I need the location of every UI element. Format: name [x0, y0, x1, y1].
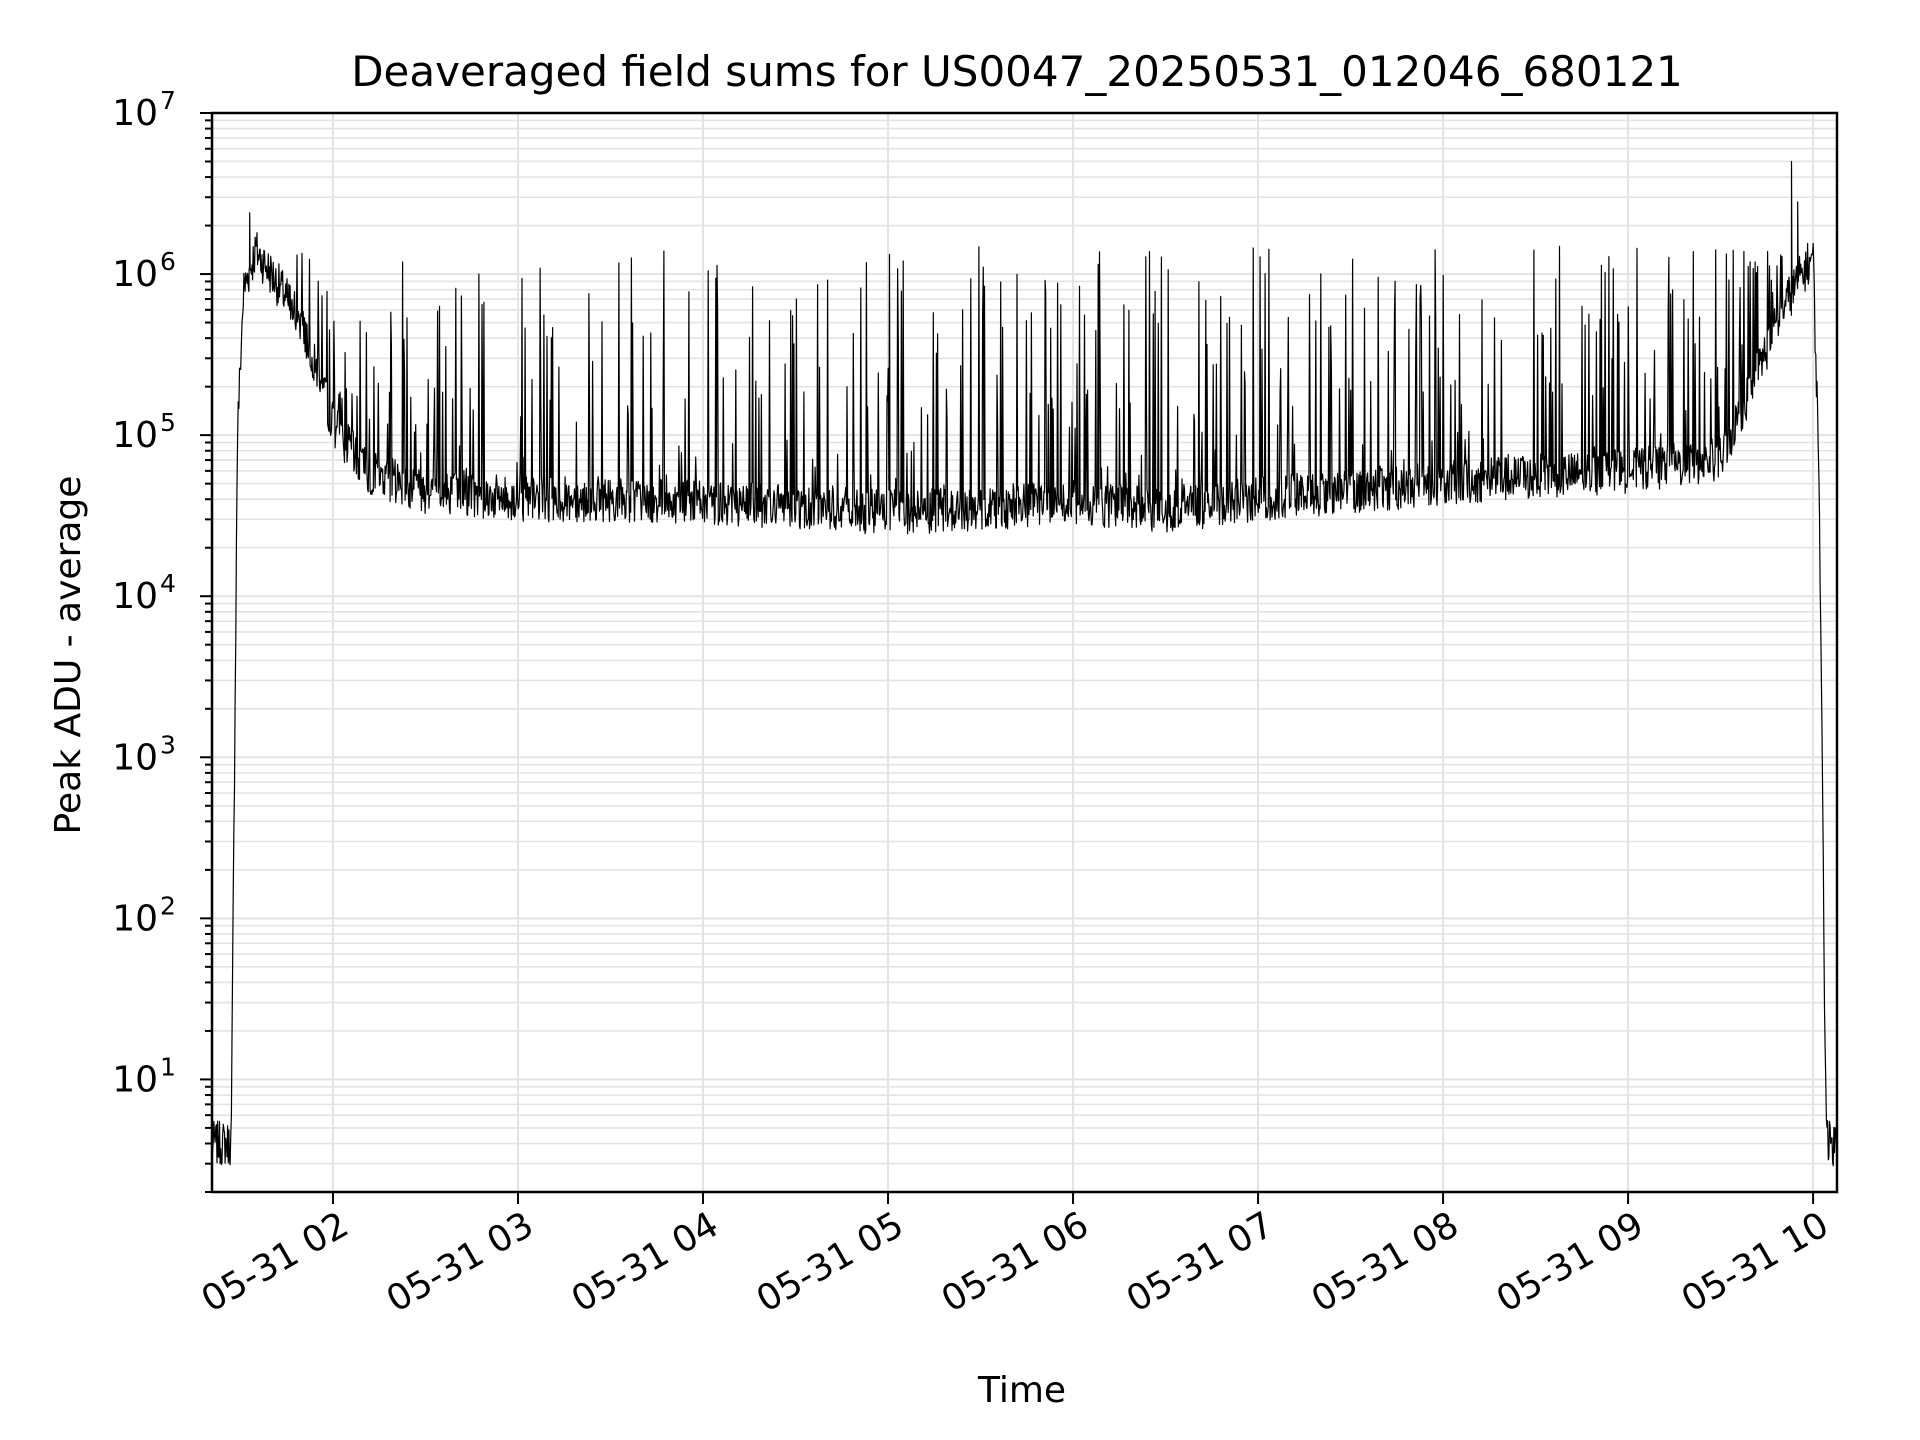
y-tick-exponent: 1 — [160, 1052, 176, 1081]
y-tick-label: 10 — [112, 1059, 158, 1100]
x-tick-label: 05-31 10 — [1675, 1204, 1836, 1320]
y-axis-label: Peak ADU - average — [48, 476, 89, 835]
y-tick-label: 10 — [112, 254, 158, 295]
y-tick-exponent: 5 — [160, 408, 176, 437]
y-tick-label: 10 — [112, 737, 158, 778]
x-tick-label: 05-31 08 — [1305, 1204, 1466, 1320]
x-tick-label: 05-31 04 — [565, 1204, 726, 1320]
chart-title: Deaveraged field sums for US0047_2025053… — [351, 47, 1683, 96]
y-tick-exponent: 7 — [160, 86, 176, 115]
y-tick-label: 10 — [112, 576, 158, 617]
y-tick-exponent: 3 — [160, 730, 176, 759]
plot-frame — [210, 111, 1839, 1194]
x-tick-label: 05-31 02 — [195, 1204, 356, 1320]
y-tick-exponent: 4 — [160, 569, 176, 598]
x-tick-label: 05-31 05 — [750, 1204, 911, 1320]
x-tick-label: 05-31 03 — [380, 1204, 541, 1320]
series-layer — [211, 160, 1838, 1167]
y-tick-exponent: 6 — [160, 247, 176, 276]
y-tick-label: 10 — [112, 898, 158, 939]
x-axis-label: Time — [977, 1370, 1066, 1411]
y-tick-exponent: 2 — [160, 891, 176, 920]
x-tick-label: 05-31 07 — [1120, 1204, 1281, 1320]
x-tick-label: 05-31 06 — [935, 1204, 1096, 1320]
y-tick-label: 10 — [112, 415, 158, 456]
y-tick-label: 10 — [112, 93, 158, 134]
grid — [212, 112, 1837, 1193]
series-line — [211, 160, 1838, 1167]
x-tick-label: 05-31 09 — [1490, 1204, 1651, 1320]
